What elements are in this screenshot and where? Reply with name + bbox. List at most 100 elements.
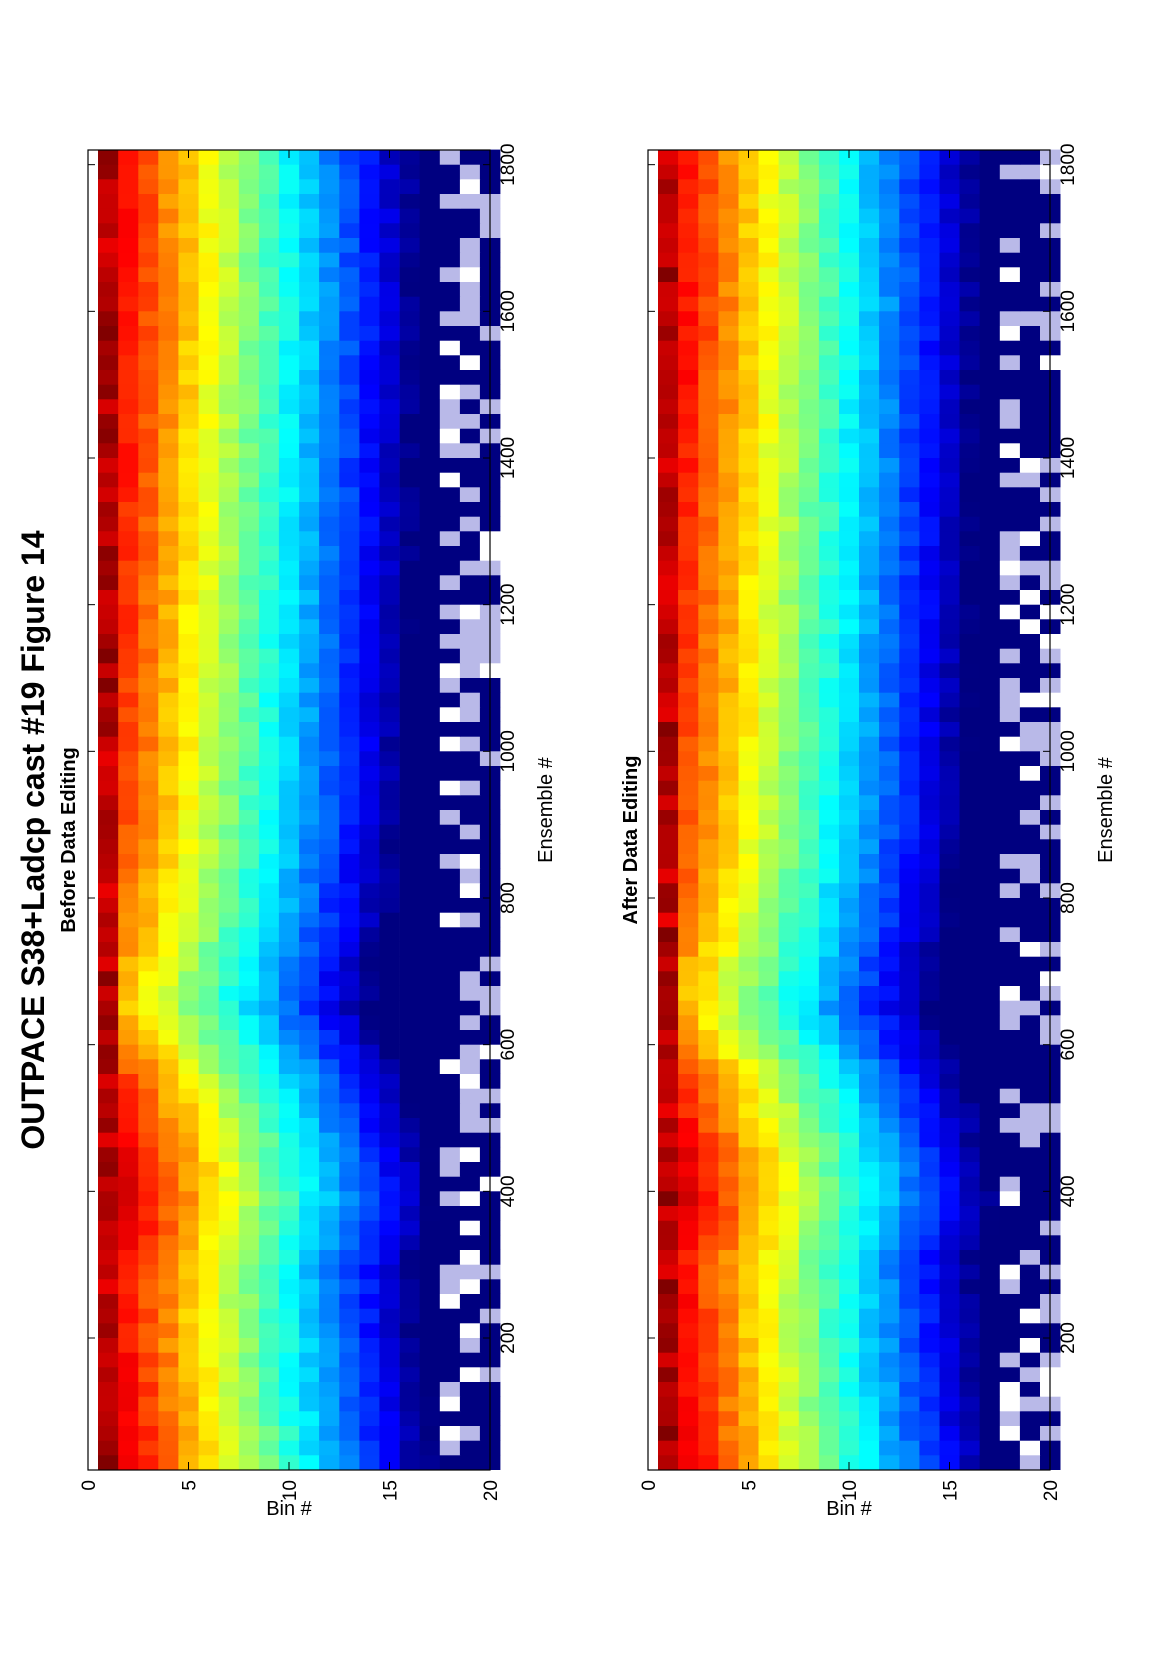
heatmap-cell	[359, 794, 380, 810]
heatmap-cell	[778, 941, 800, 957]
heatmap-cell	[879, 472, 900, 488]
heatmap-cell	[979, 1381, 1001, 1397]
heatmap-cell	[399, 252, 421, 268]
heatmap-cell	[979, 252, 1001, 268]
heatmap-cell	[798, 164, 820, 180]
heatmap-cell	[379, 369, 400, 385]
heatmap-cell	[439, 574, 461, 590]
x-tick-label: 1600	[1058, 290, 1079, 332]
heatmap-cell	[379, 1410, 400, 1426]
heatmap-cell	[738, 457, 759, 473]
heatmap-cell	[459, 1322, 481, 1338]
heatmap-cell	[98, 516, 119, 532]
heatmap-cell	[899, 853, 920, 869]
heatmap-cell	[899, 1132, 920, 1148]
heatmap-cell	[419, 926, 441, 942]
heatmap-cell	[218, 1366, 240, 1382]
heatmap-cell	[658, 794, 679, 810]
heatmap-cell	[999, 1102, 1021, 1118]
heatmap-cell	[258, 1337, 280, 1353]
heatmap-cell	[299, 1014, 320, 1030]
heatmap-cell	[658, 1205, 679, 1221]
heatmap-cell	[879, 501, 900, 517]
heatmap-cell	[278, 354, 300, 370]
heatmap-cell	[138, 296, 159, 312]
heatmap-cell	[218, 1088, 240, 1104]
heatmap-cell	[419, 1176, 441, 1192]
heatmap-cell	[158, 1044, 179, 1060]
heatmap-cell	[999, 545, 1021, 561]
heatmap-cell	[299, 442, 320, 458]
heatmap-cell	[919, 882, 940, 898]
heatmap-cell	[359, 1381, 380, 1397]
heatmap-cell	[698, 1102, 719, 1118]
heatmap-cell	[658, 765, 679, 781]
heatmap-cell	[198, 472, 220, 488]
heatmap-cell	[999, 178, 1021, 194]
heatmap-cell	[698, 648, 719, 664]
heatmap-cell	[399, 677, 421, 693]
heatmap-cell	[359, 208, 380, 224]
heatmap-cell	[1019, 1352, 1041, 1368]
heatmap-cell	[698, 501, 719, 517]
heatmap-cell	[1019, 618, 1041, 634]
heatmap-cell	[879, 1234, 900, 1250]
heatmap-cell	[758, 1058, 779, 1074]
heatmap-cell	[419, 560, 441, 576]
heatmap-cell	[778, 560, 800, 576]
heatmap-cell	[999, 1132, 1021, 1148]
heatmap-cell	[798, 516, 820, 532]
heatmap-cell	[738, 1161, 759, 1177]
heatmap-cell	[939, 325, 960, 341]
heatmap-cell	[238, 750, 260, 766]
heatmap-cell	[999, 1073, 1021, 1089]
heatmap-cell	[698, 1205, 719, 1221]
heatmap-cell	[798, 1176, 820, 1192]
heatmap-cell	[278, 750, 300, 766]
heatmap-cell	[138, 1220, 159, 1236]
heatmap-cell	[258, 1234, 280, 1250]
heatmap-cell	[419, 1293, 441, 1309]
heatmap-cell	[999, 560, 1021, 576]
heatmap-cell	[839, 457, 860, 473]
heatmap-cell	[738, 809, 759, 825]
heatmap-cell	[818, 1117, 840, 1133]
heatmap-cell	[839, 384, 860, 400]
heatmap-cell	[118, 1293, 139, 1309]
heatmap-cell	[98, 281, 119, 297]
heatmap-cell	[258, 149, 280, 165]
heatmap-cell	[198, 1014, 220, 1030]
heatmap-cell	[1019, 1161, 1041, 1177]
heatmap-cell	[278, 1088, 300, 1104]
heatmap-cell	[439, 706, 461, 722]
heatmap-cell	[138, 369, 159, 385]
heatmap-cell	[698, 1454, 719, 1470]
heatmap-cell	[678, 428, 699, 444]
heatmap-cell	[278, 882, 300, 898]
heatmap-cell	[459, 501, 481, 517]
heatmap-cell	[1019, 1337, 1041, 1353]
heatmap-cell	[419, 882, 441, 898]
heatmap-cell	[419, 384, 441, 400]
heatmap-cell	[198, 1322, 220, 1338]
heatmap-cell	[758, 442, 779, 458]
heatmap-cell	[919, 970, 940, 986]
heatmap-cell	[379, 1396, 400, 1412]
heatmap-cell	[399, 413, 421, 429]
heatmap-cell	[218, 501, 240, 517]
heatmap-cell	[678, 516, 699, 532]
heatmap-cell	[658, 912, 679, 928]
heatmap-cell	[319, 956, 340, 972]
heatmap-cell	[738, 208, 759, 224]
heatmap-cell	[698, 985, 719, 1001]
heatmap-cell	[818, 398, 840, 414]
heatmap-cell	[258, 457, 280, 473]
heatmap-cell	[939, 956, 960, 972]
heatmap-cell	[778, 178, 800, 194]
heatmap-cell	[238, 677, 260, 693]
heatmap-cell	[818, 1396, 840, 1412]
heatmap-cell	[439, 516, 461, 532]
heatmap-cell	[459, 1366, 481, 1382]
heatmap-cell	[158, 1366, 179, 1382]
heatmap-cell	[839, 604, 860, 620]
